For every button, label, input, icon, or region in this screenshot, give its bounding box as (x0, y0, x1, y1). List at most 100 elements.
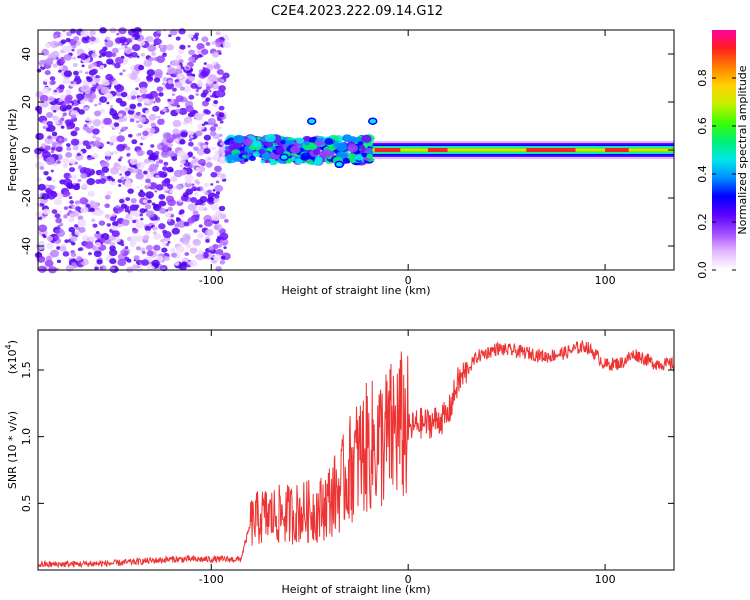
noise-blob (51, 209, 58, 215)
noise-blob (120, 203, 128, 209)
signal-blob (280, 139, 286, 145)
noise-blob (133, 210, 139, 215)
noise-blob (86, 178, 96, 186)
colorbar-label: Normalized spectral amplitude (736, 65, 749, 234)
noise-blob (117, 178, 123, 184)
signal-blob (275, 147, 285, 154)
noise-blob (155, 184, 164, 191)
noise-blob (104, 214, 110, 219)
noise-blob (105, 73, 114, 81)
noise-blob (157, 115, 161, 119)
noise-blob (71, 262, 77, 267)
noise-blob (175, 109, 181, 114)
noise-blob (112, 221, 119, 227)
noise-blob (132, 219, 137, 224)
noise-blob (62, 163, 69, 169)
noise-blob (58, 65, 64, 70)
x-tick-label: -100 (199, 274, 224, 287)
noise-blob (178, 107, 188, 116)
noise-blob (59, 210, 63, 214)
signal-blob (320, 141, 326, 146)
noise-blob (161, 247, 168, 253)
noise-blob (47, 135, 52, 140)
noise-blob (120, 45, 126, 50)
noise-blob (135, 111, 141, 116)
noise-blob (175, 184, 183, 191)
noise-blob (170, 175, 177, 181)
noise-blob (110, 167, 119, 175)
colorbar-tick-label: 0.4 (696, 165, 709, 183)
x-tick-label: 100 (595, 573, 616, 586)
noise-blob (59, 59, 66, 64)
noise-blob (185, 188, 193, 195)
noise-blob (98, 220, 106, 226)
signal-blob (361, 134, 372, 143)
svg-text:(x104): (x104) (4, 340, 19, 374)
noise-blob (42, 235, 47, 239)
noise-blob (153, 77, 161, 83)
noise-blob (180, 131, 188, 138)
signal-blob (306, 159, 314, 165)
noise-blob (196, 205, 205, 212)
noise-blob (149, 152, 159, 161)
noise-blob (100, 237, 106, 243)
signal-blob (342, 134, 353, 143)
noise-blob (205, 109, 211, 115)
noise-blob (171, 59, 180, 67)
noise-blob (184, 174, 194, 183)
noise-blob (142, 151, 146, 154)
noise-blob (138, 116, 146, 123)
noise-blob (70, 138, 80, 146)
noise-blob (193, 239, 200, 244)
noise-blob (80, 206, 89, 214)
noise-blob (205, 239, 210, 243)
noise-blob (178, 28, 186, 35)
noise-blob (110, 105, 113, 108)
noise-blob (167, 218, 171, 222)
noise-blob (94, 241, 102, 248)
noise-blob (156, 55, 166, 63)
noise-blob (122, 69, 126, 73)
noise-blob (175, 95, 184, 102)
signal-blob (360, 147, 366, 152)
colorbar-tick-label: 0.8 (696, 69, 709, 87)
noise-blob (177, 220, 187, 228)
noise-blob (131, 95, 137, 100)
noise-blob (43, 170, 49, 176)
noise-blob (139, 64, 143, 69)
noise-blob (177, 73, 184, 79)
noise-blob (143, 170, 148, 175)
noise-blob (213, 99, 219, 105)
noise-blob (188, 94, 195, 100)
noise-blob (130, 90, 139, 98)
noise-blob (100, 172, 105, 176)
noise-blob (101, 52, 106, 57)
noise-blob (197, 230, 201, 233)
noise-blob (89, 36, 96, 42)
signal-blob (295, 158, 303, 165)
noise-blob (139, 208, 146, 214)
noise-blob (96, 259, 103, 265)
noise-blob (158, 194, 166, 200)
noise-blob (98, 55, 102, 58)
noise-blob (157, 118, 165, 126)
colorbar-tick-label: 0.6 (696, 117, 709, 135)
noise-blob (187, 33, 194, 39)
signal-blob (355, 154, 364, 161)
noise-blob (193, 188, 197, 192)
noise-blob (64, 239, 70, 244)
noise-blob (174, 81, 183, 88)
noise-blob (124, 208, 130, 213)
signal-blob (335, 142, 348, 152)
noise-blob (135, 172, 144, 180)
noise-blob (162, 52, 167, 56)
noise-blob (85, 144, 92, 150)
noise-blob (111, 47, 119, 54)
noise-blob (217, 244, 222, 248)
noise-blob (99, 178, 107, 184)
noise-blob (146, 195, 152, 199)
noise-blob (170, 247, 176, 253)
x-tick-label: 0 (405, 573, 412, 586)
noise-blob (218, 172, 227, 180)
noise-blob (171, 93, 176, 96)
